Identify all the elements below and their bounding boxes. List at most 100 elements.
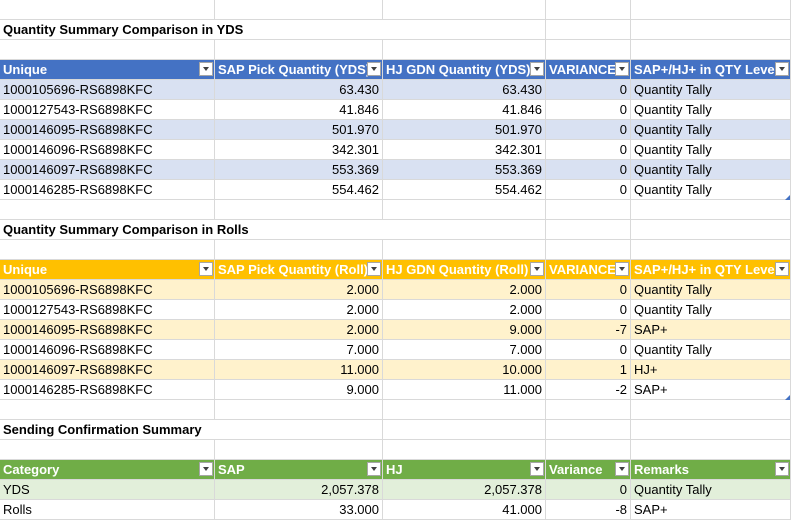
section-title[interactable]: Quantity Summary Comparison in Rolls xyxy=(0,220,383,240)
empty-cell[interactable] xyxy=(0,240,215,260)
cell-level[interactable]: Quantity Tally xyxy=(631,340,791,360)
empty-cell[interactable] xyxy=(383,420,546,440)
cell-sap-qty[interactable]: 41.846 xyxy=(215,100,383,120)
cell-unique[interactable]: 1000105696-RS6898KFC xyxy=(0,80,215,100)
cell-level[interactable]: Quantity Tally xyxy=(631,160,791,180)
empty-cell[interactable] xyxy=(215,400,383,420)
cell-unique[interactable]: 1000127543-RS6898KFC xyxy=(0,300,215,320)
cell-variance[interactable]: 0 xyxy=(546,480,631,500)
empty-cell[interactable] xyxy=(546,40,631,60)
cell-sap-qty[interactable]: 7.000 xyxy=(215,340,383,360)
column-header[interactable]: Unique xyxy=(0,60,215,80)
cell-sap-qty[interactable]: 11.000 xyxy=(215,360,383,380)
filter-dropdown-icon[interactable] xyxy=(530,262,544,276)
empty-cell[interactable] xyxy=(631,240,791,260)
empty-cell[interactable] xyxy=(546,220,631,240)
empty-cell[interactable] xyxy=(631,20,791,40)
empty-cell[interactable] xyxy=(546,400,631,420)
cell-hj-qty[interactable]: 553.369 xyxy=(383,160,546,180)
column-header[interactable]: HJ GDN Quantity (YDS) xyxy=(383,60,546,80)
cell-hj-qty[interactable]: 11.000 xyxy=(383,380,546,400)
cell-hj-qty[interactable]: 2.000 xyxy=(383,300,546,320)
cell-hj-qty[interactable]: 10.000 xyxy=(383,360,546,380)
empty-cell[interactable] xyxy=(0,0,215,20)
empty-cell[interactable] xyxy=(631,220,791,240)
cell-hj-qty[interactable]: 41.846 xyxy=(383,100,546,120)
empty-cell[interactable] xyxy=(0,440,215,460)
filter-dropdown-icon[interactable] xyxy=(530,62,544,76)
cell-variance[interactable]: 1 xyxy=(546,360,631,380)
cell-unique[interactable]: 1000146285-RS6898KFC xyxy=(0,180,215,200)
cell-variance[interactable]: 0 xyxy=(546,300,631,320)
cell-unique[interactable]: 1000146285-RS6898KFC xyxy=(0,380,215,400)
cell-level[interactable]: Quantity Tally xyxy=(631,300,791,320)
empty-cell[interactable] xyxy=(546,20,631,40)
cell-variance[interactable]: -2 xyxy=(546,380,631,400)
cell-hj[interactable]: 41.000 xyxy=(383,500,546,520)
filter-dropdown-icon[interactable] xyxy=(615,62,629,76)
cell-sap[interactable]: 33.000 xyxy=(215,500,383,520)
cell-variance[interactable]: 0 xyxy=(546,180,631,200)
empty-cell[interactable] xyxy=(383,220,546,240)
cell-unique[interactable]: 1000146097-RS6898KFC xyxy=(0,360,215,380)
column-header[interactable]: SAP Pick Quantity (YDS) xyxy=(215,60,383,80)
empty-cell[interactable] xyxy=(631,400,791,420)
filter-dropdown-icon[interactable] xyxy=(367,262,381,276)
cell-variance[interactable]: 0 xyxy=(546,100,631,120)
empty-cell[interactable] xyxy=(546,420,631,440)
empty-cell[interactable] xyxy=(383,440,546,460)
cell-hj-qty[interactable]: 7.000 xyxy=(383,340,546,360)
cell-variance[interactable]: 0 xyxy=(546,140,631,160)
column-header[interactable]: VARIANCE xyxy=(546,260,631,280)
column-header[interactable]: SAP xyxy=(215,460,383,480)
filter-dropdown-icon[interactable] xyxy=(775,62,789,76)
column-header[interactable]: SAP Pick Quantity (Roll) xyxy=(215,260,383,280)
cell-unique[interactable]: 1000146097-RS6898KFC xyxy=(0,160,215,180)
cell-level[interactable]: Quantity Tally xyxy=(631,280,791,300)
empty-cell[interactable] xyxy=(383,20,546,40)
cell-hj-qty[interactable]: 63.430 xyxy=(383,80,546,100)
empty-cell[interactable] xyxy=(215,420,383,440)
empty-cell[interactable] xyxy=(383,400,546,420)
cell-variance[interactable]: 0 xyxy=(546,340,631,360)
column-header[interactable]: Category xyxy=(0,460,215,480)
cell-level[interactable]: Quantity Tally xyxy=(631,120,791,140)
empty-cell[interactable] xyxy=(383,200,546,220)
filter-dropdown-icon[interactable] xyxy=(615,462,629,476)
cell-variance[interactable]: 0 xyxy=(546,280,631,300)
section-title[interactable]: Sending Confirmation Summary xyxy=(0,420,215,440)
empty-cell[interactable] xyxy=(215,40,383,60)
filter-dropdown-icon[interactable] xyxy=(775,262,789,276)
cell-sap-qty[interactable]: 2.000 xyxy=(215,320,383,340)
empty-cell[interactable] xyxy=(215,440,383,460)
cell-hj-qty[interactable]: 501.970 xyxy=(383,120,546,140)
cell-sap-qty[interactable]: 501.970 xyxy=(215,120,383,140)
cell-sap-qty[interactable]: 553.369 xyxy=(215,160,383,180)
cell-unique[interactable]: 1000146095-RS6898KFC xyxy=(0,320,215,340)
filter-dropdown-icon[interactable] xyxy=(199,462,213,476)
cell-hj-qty[interactable]: 554.462 xyxy=(383,180,546,200)
cell-hj[interactable]: 2,057.378 xyxy=(383,480,546,500)
cell-sap-qty[interactable]: 554.462 xyxy=(215,180,383,200)
column-header[interactable]: VARIANCE xyxy=(546,60,631,80)
cell-level[interactable]: Quantity Tally xyxy=(631,80,791,100)
cell-level[interactable]: Quantity Tally xyxy=(631,140,791,160)
cell-variance[interactable]: 0 xyxy=(546,120,631,140)
cell-category[interactable]: Rolls xyxy=(0,500,215,520)
cell-sap-qty[interactable]: 342.301 xyxy=(215,140,383,160)
empty-cell[interactable] xyxy=(546,0,631,20)
empty-cell[interactable] xyxy=(631,440,791,460)
cell-level[interactable]: Quantity Tally xyxy=(631,180,791,200)
cell-sap-qty[interactable]: 9.000 xyxy=(215,380,383,400)
filter-dropdown-icon[interactable] xyxy=(199,262,213,276)
column-header[interactable]: Unique xyxy=(0,260,215,280)
cell-category[interactable]: YDS xyxy=(0,480,215,500)
cell-unique[interactable]: 1000146095-RS6898KFC xyxy=(0,120,215,140)
cell-variance[interactable]: -8 xyxy=(546,500,631,520)
filter-dropdown-icon[interactable] xyxy=(615,262,629,276)
empty-cell[interactable] xyxy=(546,240,631,260)
column-header[interactable]: SAP+/HJ+ in QTY Level xyxy=(631,260,791,280)
empty-cell[interactable] xyxy=(631,420,791,440)
empty-cell[interactable] xyxy=(215,0,383,20)
filter-dropdown-icon[interactable] xyxy=(367,462,381,476)
